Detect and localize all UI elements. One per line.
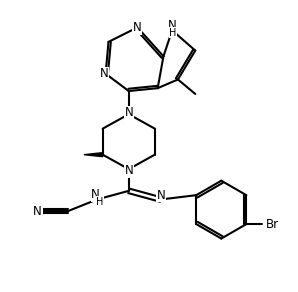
Text: N: N — [133, 21, 142, 34]
Text: N: N — [157, 189, 166, 202]
Text: N: N — [33, 205, 42, 218]
Text: Br: Br — [266, 218, 279, 231]
Text: H: H — [169, 28, 177, 38]
Text: N: N — [124, 164, 133, 177]
Text: N: N — [168, 19, 176, 32]
Polygon shape — [84, 153, 103, 157]
Text: N: N — [124, 106, 133, 119]
Text: H: H — [96, 197, 103, 206]
Text: N: N — [91, 188, 100, 201]
Text: N: N — [100, 67, 108, 80]
